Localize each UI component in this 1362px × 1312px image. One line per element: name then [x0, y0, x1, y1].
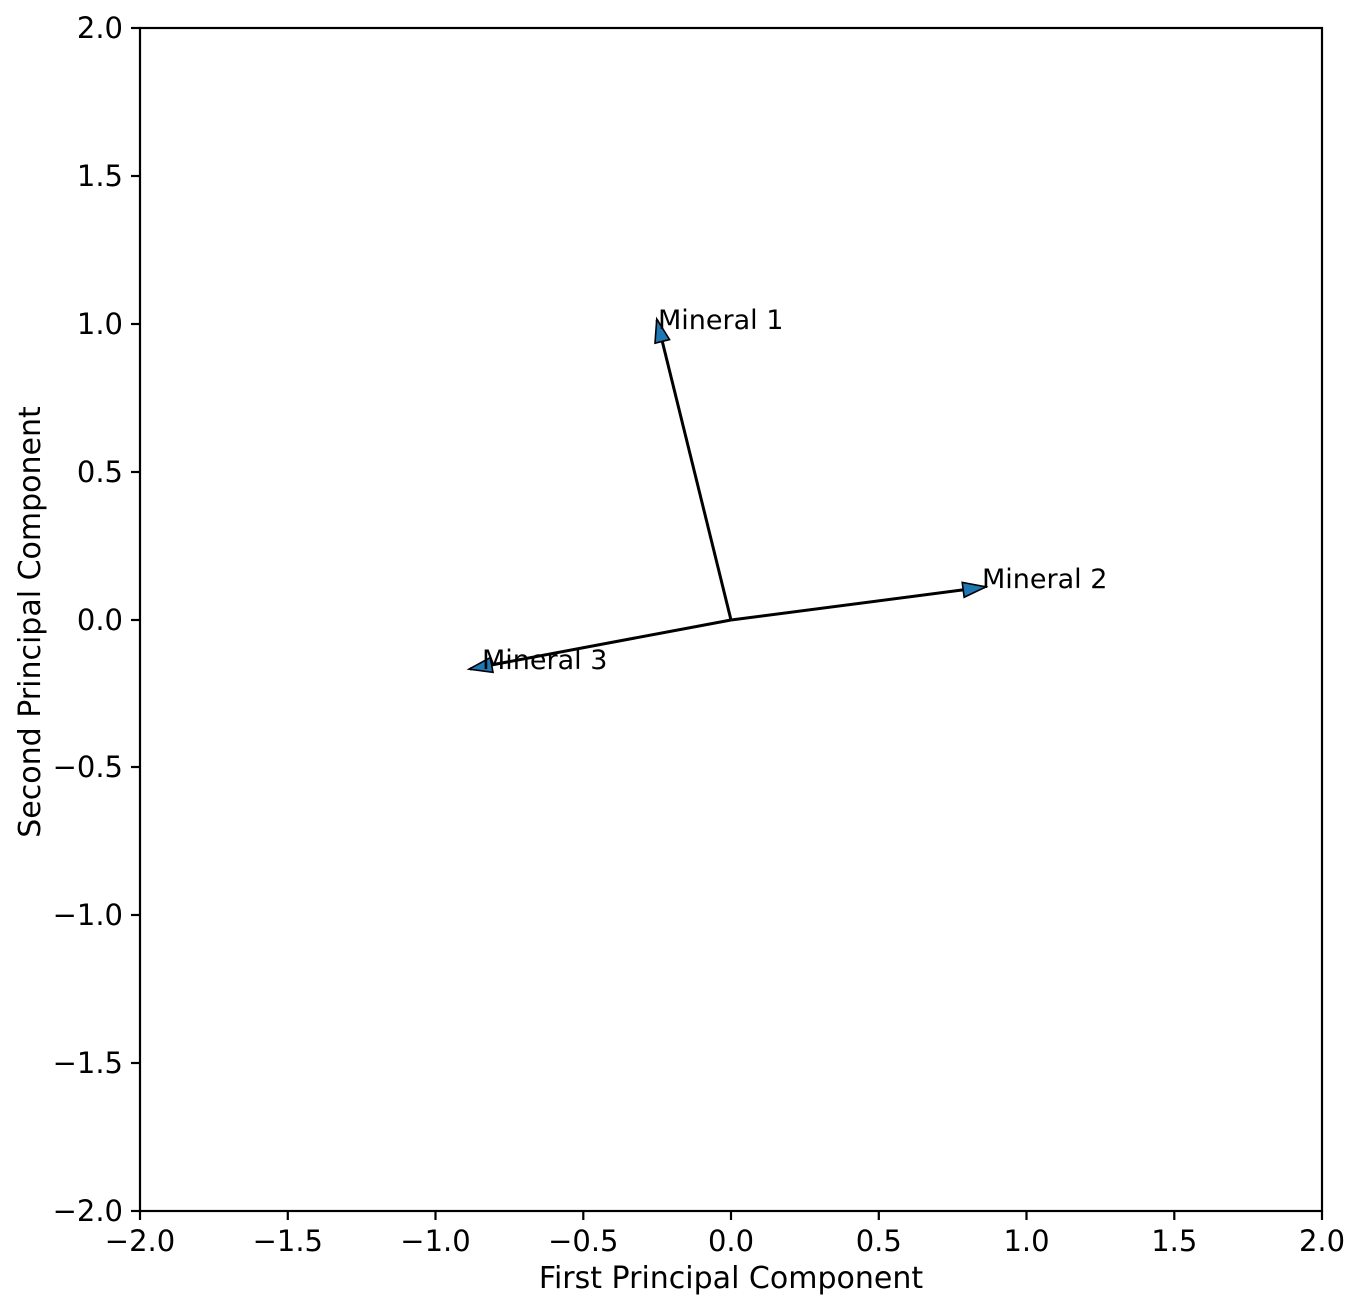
x-tick-label: 0.0: [708, 1224, 754, 1258]
arrow-mineral-1: [654, 316, 733, 621]
x-tick-label: 1.0: [1003, 1224, 1049, 1258]
arrow-mineral-3: [466, 618, 732, 674]
y-tick-label: 0.5: [77, 455, 123, 489]
x-axis-title: First Principal Component: [539, 1261, 923, 1296]
y-tick-label: −2.0: [53, 1194, 123, 1228]
x-axis-tick-marks: [138, 1211, 1324, 1220]
y-tick-label: −1.0: [53, 898, 123, 932]
y-tick-label: −1.5: [53, 1046, 123, 1080]
x-tick-label: 0.5: [856, 1224, 902, 1258]
y-axis-tick-labels: 2.0 1.5 1.0 0.5 0.0 −0.5 −1.0 −1.5 −2.0: [53, 11, 123, 1228]
y-tick-label: 1.0: [77, 307, 123, 341]
y-tick-label: −0.5: [53, 750, 123, 784]
x-tick-label: −2.0: [105, 1224, 175, 1258]
vector-labels: Mineral 1 Mineral 2 Mineral 3: [482, 305, 1107, 676]
vector-label-mineral-2: Mineral 2: [982, 564, 1107, 595]
vector-label-mineral-3: Mineral 3: [482, 645, 607, 676]
y-tick-label: 2.0: [77, 11, 123, 45]
arrow-mineral-2: [730, 581, 989, 622]
y-axis-tick-marks: [131, 26, 140, 1213]
y-axis-title: Second Principal Component: [13, 406, 48, 838]
x-tick-label: 1.5: [1151, 1224, 1197, 1258]
x-tick-label: −1.5: [253, 1224, 323, 1258]
loading-vectors: [466, 316, 989, 674]
vector-label-mineral-1: Mineral 1: [658, 305, 783, 336]
x-tick-label: 2.0: [1299, 1224, 1345, 1258]
x-axis-tick-labels: −2.0 −1.5 −1.0 −0.5 0.0 0.5 1.0 1.5 2.0: [105, 1224, 1345, 1258]
x-tick-label: −0.5: [548, 1224, 618, 1258]
y-tick-label: 1.5: [77, 159, 123, 193]
x-tick-label: −1.0: [400, 1224, 470, 1258]
y-tick-label: 0.0: [77, 603, 123, 637]
